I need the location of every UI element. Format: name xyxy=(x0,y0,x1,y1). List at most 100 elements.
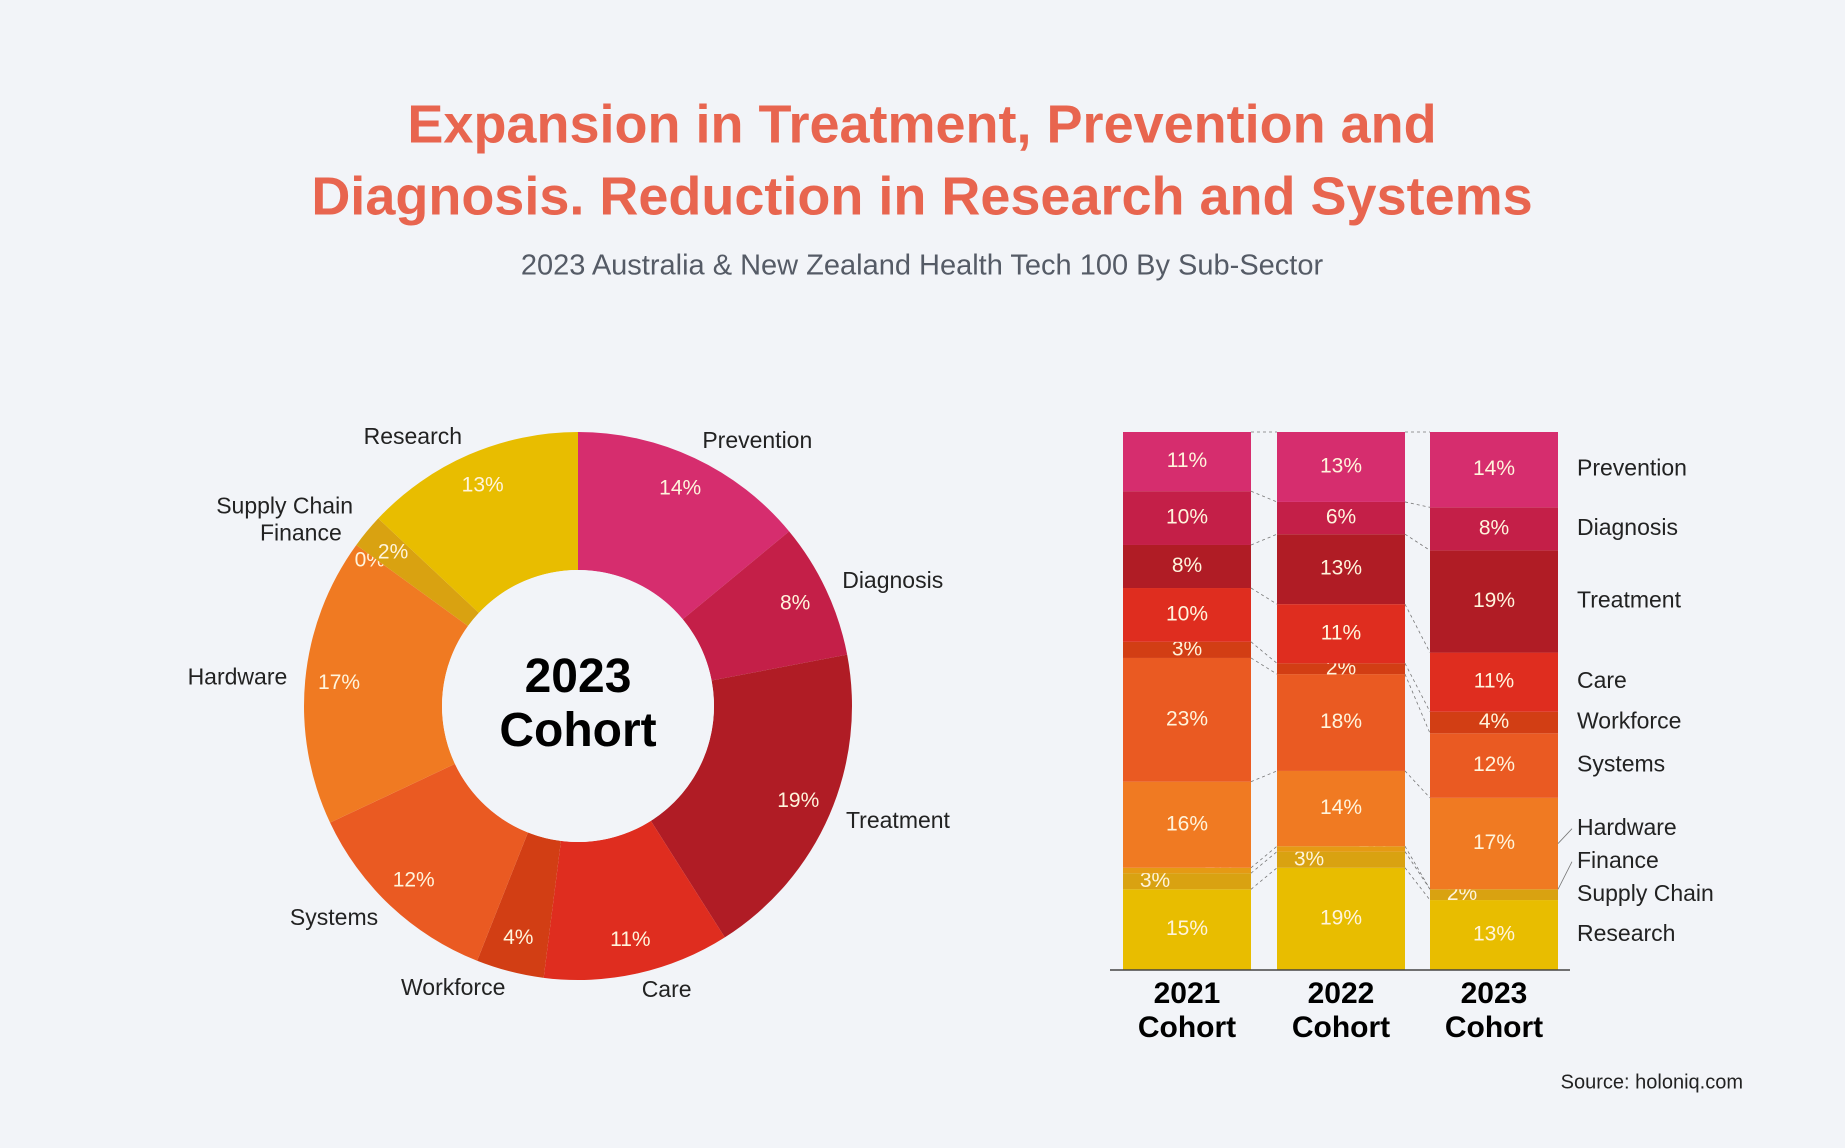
legend-label: Care xyxy=(1577,667,1627,693)
label: 2023 Cohort xyxy=(1445,977,1543,1044)
bar-segment xyxy=(1277,501,1405,535)
legend-leader xyxy=(1557,861,1573,890)
connector xyxy=(1404,770,1431,799)
label: 2023 Cohort xyxy=(499,650,656,757)
value-label: 4% xyxy=(1479,710,1509,733)
value-label: 3% xyxy=(1172,637,1202,660)
connector xyxy=(1404,867,1431,901)
bar-segment xyxy=(1430,889,1558,901)
value-label: 8% xyxy=(1172,554,1202,577)
value-label: 2% xyxy=(378,541,408,564)
bar-segment xyxy=(1430,711,1558,734)
bar-segment xyxy=(1430,507,1558,551)
donut-slice xyxy=(578,432,790,620)
value-label: 13% xyxy=(1473,923,1515,946)
bar-segment xyxy=(1123,873,1251,890)
connector xyxy=(1250,770,1278,783)
bar-segment xyxy=(1277,674,1405,771)
label-line: 2022 xyxy=(1308,977,1375,1010)
label: 2022 Cohort xyxy=(1292,977,1390,1044)
bar-segment xyxy=(1277,663,1405,675)
bar-segment xyxy=(1123,491,1251,545)
category-label: Research xyxy=(364,423,462,449)
value-label: 13% xyxy=(1320,557,1362,580)
donut-slice xyxy=(477,832,561,978)
source: Source: holoniq.com xyxy=(1561,1071,1743,1093)
title-line: Diagnosis. Reduction in Research and Sys… xyxy=(311,166,1532,226)
connector xyxy=(1404,673,1431,734)
legend-label: Hardware xyxy=(1577,814,1677,840)
bar-segment xyxy=(1277,432,1405,502)
legend-label: Supply Chain xyxy=(1577,880,1714,906)
subtitle: 2023 Australia & New Zealand Health Tech… xyxy=(521,250,1324,282)
category-label: Prevention xyxy=(702,427,812,453)
value-label: 17% xyxy=(318,671,360,694)
donut-slice xyxy=(543,820,725,980)
value-label: 10% xyxy=(1166,506,1208,529)
value-label: 12% xyxy=(393,868,435,891)
category-label: Hardware xyxy=(188,664,288,690)
bar-segment xyxy=(1430,733,1558,798)
bar-segment xyxy=(1277,770,1405,847)
category-label: Finance xyxy=(260,519,342,545)
label-line: 2023 xyxy=(1461,977,1528,1010)
value-label: 13% xyxy=(462,473,504,496)
value-label: 13% xyxy=(1320,455,1362,478)
value-label: 3% xyxy=(1140,869,1170,892)
donut-slice xyxy=(304,544,468,823)
donut-slice xyxy=(682,531,848,681)
title-line: Expansion in Treatment, Prevention and xyxy=(407,94,1436,154)
category-label: Diagnosis xyxy=(842,567,943,593)
value-label: 10% xyxy=(1166,602,1208,625)
value-label: 14% xyxy=(1473,457,1515,480)
bar-segment xyxy=(1430,900,1558,970)
value-label: 11% xyxy=(1167,449,1207,472)
connector xyxy=(1404,846,1431,890)
donut-slice xyxy=(378,432,578,613)
bar-segment xyxy=(1277,534,1405,605)
category-label: Supply Chain xyxy=(216,492,353,518)
value-label: 17% xyxy=(1473,831,1515,854)
connector xyxy=(1404,851,1431,890)
bar-segment xyxy=(1123,641,1251,658)
donut-slice xyxy=(330,763,528,961)
bar-segment xyxy=(1430,797,1558,890)
bar-segment xyxy=(1277,851,1405,868)
bar-segment xyxy=(1277,867,1405,970)
connector xyxy=(1404,501,1431,508)
value-label: 12% xyxy=(1473,753,1515,776)
connector xyxy=(1250,587,1278,605)
category-label: Care xyxy=(642,976,692,1002)
value-label: 3% xyxy=(1294,847,1324,870)
legend-label: Research xyxy=(1577,920,1675,946)
value-label: 11% xyxy=(610,928,650,951)
label-line: 2023 xyxy=(525,650,632,703)
value-label: 19% xyxy=(1473,589,1515,612)
bar-segment xyxy=(1123,544,1251,589)
label-line: Cohort xyxy=(1292,1011,1390,1044)
bar-segment xyxy=(1123,889,1251,970)
value-label: 8% xyxy=(1479,516,1509,539)
value-label: 23% xyxy=(1166,707,1208,730)
value-label: 11% xyxy=(1321,621,1361,644)
connector xyxy=(1404,533,1431,551)
bar-segment xyxy=(1430,550,1558,653)
category-label: Workforce xyxy=(401,974,505,1000)
connector xyxy=(1250,490,1278,503)
bar-segment xyxy=(1123,588,1251,642)
donut-hole xyxy=(442,570,714,842)
legend-label: Finance xyxy=(1577,847,1659,873)
bar-segment xyxy=(1430,432,1558,508)
value-label: 19% xyxy=(1320,906,1362,929)
legend-label: Treatment xyxy=(1577,587,1682,613)
value-label: 19% xyxy=(777,789,819,812)
connector xyxy=(1250,657,1278,675)
legend-leader xyxy=(1557,828,1573,844)
label-line: Cohort xyxy=(499,704,656,757)
donut-slice xyxy=(356,518,479,627)
legend-label: Prevention xyxy=(1577,455,1687,481)
value-label: 16% xyxy=(1166,812,1208,835)
bar-segment xyxy=(1123,657,1251,782)
value-label: 8% xyxy=(780,591,810,614)
